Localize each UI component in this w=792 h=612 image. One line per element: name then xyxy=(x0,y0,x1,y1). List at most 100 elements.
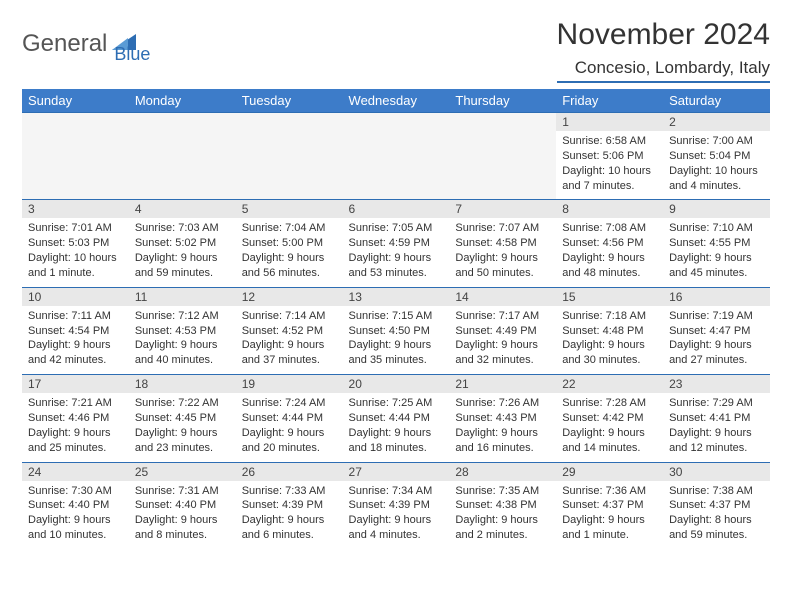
day-number-cell: 9 xyxy=(663,200,770,219)
day-data-cell: Sunrise: 7:01 AMSunset: 5:03 PMDaylight:… xyxy=(22,218,129,287)
sunset-line: Sunset: 4:54 PM xyxy=(28,324,123,339)
day-data-row: Sunrise: 6:58 AMSunset: 5:06 PMDaylight:… xyxy=(22,131,770,200)
sunrise-line: Sunrise: 7:36 AM xyxy=(562,484,657,499)
weekday-header: Friday xyxy=(556,89,663,113)
sunset-line: Sunset: 4:39 PM xyxy=(349,498,444,513)
sunset-line: Sunset: 4:39 PM xyxy=(242,498,337,513)
sunrise-line: Sunrise: 7:19 AM xyxy=(669,309,764,324)
day-number-row: 3456789 xyxy=(22,200,770,219)
daylight-line: Daylight: 9 hours and 25 minutes. xyxy=(28,426,123,456)
day-number-cell: 21 xyxy=(449,375,556,394)
day-data-cell: Sunrise: 7:34 AMSunset: 4:39 PMDaylight:… xyxy=(343,481,450,549)
day-number-cell: 2 xyxy=(663,113,770,132)
daylight-line: Daylight: 10 hours and 7 minutes. xyxy=(562,164,657,194)
daylight-line: Daylight: 9 hours and 40 minutes. xyxy=(135,338,230,368)
sunset-line: Sunset: 5:06 PM xyxy=(562,149,657,164)
day-number-cell: 27 xyxy=(343,462,450,481)
day-number-cell: 22 xyxy=(556,375,663,394)
sunset-line: Sunset: 5:03 PM xyxy=(28,236,123,251)
sunset-line: Sunset: 4:47 PM xyxy=(669,324,764,339)
day-number-cell: 17 xyxy=(22,375,129,394)
day-number-cell: 7 xyxy=(449,200,556,219)
sunset-line: Sunset: 4:48 PM xyxy=(562,324,657,339)
sunrise-line: Sunrise: 7:22 AM xyxy=(135,396,230,411)
sunset-line: Sunset: 4:52 PM xyxy=(242,324,337,339)
day-number-cell: 30 xyxy=(663,462,770,481)
day-number-cell: 3 xyxy=(22,200,129,219)
day-number-cell: 16 xyxy=(663,287,770,306)
sunset-line: Sunset: 4:55 PM xyxy=(669,236,764,251)
daylight-line: Daylight: 9 hours and 14 minutes. xyxy=(562,426,657,456)
daylight-line: Daylight: 9 hours and 53 minutes. xyxy=(349,251,444,281)
day-data-cell: Sunrise: 7:22 AMSunset: 4:45 PMDaylight:… xyxy=(129,393,236,462)
day-data-cell: Sunrise: 7:14 AMSunset: 4:52 PMDaylight:… xyxy=(236,306,343,375)
day-data-cell: Sunrise: 7:12 AMSunset: 4:53 PMDaylight:… xyxy=(129,306,236,375)
day-data-cell: Sunrise: 7:08 AMSunset: 4:56 PMDaylight:… xyxy=(556,218,663,287)
day-number-cell: 24 xyxy=(22,462,129,481)
sunrise-line: Sunrise: 7:28 AM xyxy=(562,396,657,411)
day-data-cell: Sunrise: 7:21 AMSunset: 4:46 PMDaylight:… xyxy=(22,393,129,462)
day-number-cell: 8 xyxy=(556,200,663,219)
day-number-cell: 18 xyxy=(129,375,236,394)
daylight-line: Daylight: 9 hours and 10 minutes. xyxy=(28,513,123,543)
day-number-row: 10111213141516 xyxy=(22,287,770,306)
sunrise-line: Sunrise: 7:00 AM xyxy=(669,134,764,149)
day-number-cell: 26 xyxy=(236,462,343,481)
day-data-cell xyxy=(22,131,129,200)
sunrise-line: Sunrise: 7:05 AM xyxy=(349,221,444,236)
day-number-cell: 29 xyxy=(556,462,663,481)
sunset-line: Sunset: 5:02 PM xyxy=(135,236,230,251)
sunrise-line: Sunrise: 7:08 AM xyxy=(562,221,657,236)
day-data-cell: Sunrise: 7:38 AMSunset: 4:37 PMDaylight:… xyxy=(663,481,770,549)
day-data-cell: Sunrise: 7:00 AMSunset: 5:04 PMDaylight:… xyxy=(663,131,770,200)
day-number-cell: 10 xyxy=(22,287,129,306)
header: General Blue November 2024 Concesio, Lom… xyxy=(22,18,770,83)
day-data-cell: Sunrise: 6:58 AMSunset: 5:06 PMDaylight:… xyxy=(556,131,663,200)
day-number-cell: 28 xyxy=(449,462,556,481)
calendar-table: SundayMondayTuesdayWednesdayThursdayFrid… xyxy=(22,89,770,549)
daylight-line: Daylight: 9 hours and 27 minutes. xyxy=(669,338,764,368)
day-data-cell: Sunrise: 7:11 AMSunset: 4:54 PMDaylight:… xyxy=(22,306,129,375)
day-number-cell: 5 xyxy=(236,200,343,219)
day-number-cell: 4 xyxy=(129,200,236,219)
day-number-cell xyxy=(22,113,129,132)
sunrise-line: Sunrise: 7:30 AM xyxy=(28,484,123,499)
day-number-cell: 15 xyxy=(556,287,663,306)
day-data-cell: Sunrise: 7:30 AMSunset: 4:40 PMDaylight:… xyxy=(22,481,129,549)
sunrise-line: Sunrise: 7:34 AM xyxy=(349,484,444,499)
sunrise-line: Sunrise: 7:11 AM xyxy=(28,309,123,324)
calendar-body: 12Sunrise: 6:58 AMSunset: 5:06 PMDayligh… xyxy=(22,113,770,549)
sunset-line: Sunset: 4:56 PM xyxy=(562,236,657,251)
sunset-line: Sunset: 4:37 PM xyxy=(669,498,764,513)
day-number-cell: 23 xyxy=(663,375,770,394)
weekday-header: Thursday xyxy=(449,89,556,113)
sunrise-line: Sunrise: 7:29 AM xyxy=(669,396,764,411)
daylight-line: Daylight: 9 hours and 50 minutes. xyxy=(455,251,550,281)
title-block: November 2024 Concesio, Lombardy, Italy xyxy=(557,18,770,83)
weekday-header-row: SundayMondayTuesdayWednesdayThursdayFrid… xyxy=(22,89,770,113)
day-data-cell: Sunrise: 7:19 AMSunset: 4:47 PMDaylight:… xyxy=(663,306,770,375)
weekday-header: Monday xyxy=(129,89,236,113)
sunset-line: Sunset: 4:40 PM xyxy=(135,498,230,513)
day-number-cell: 20 xyxy=(343,375,450,394)
day-number-cell: 13 xyxy=(343,287,450,306)
daylight-line: Daylight: 9 hours and 59 minutes. xyxy=(135,251,230,281)
daylight-line: Daylight: 9 hours and 42 minutes. xyxy=(28,338,123,368)
sunrise-line: Sunrise: 7:03 AM xyxy=(135,221,230,236)
sunset-line: Sunset: 4:58 PM xyxy=(455,236,550,251)
sunset-line: Sunset: 4:37 PM xyxy=(562,498,657,513)
daylight-line: Daylight: 9 hours and 32 minutes. xyxy=(455,338,550,368)
sunset-line: Sunset: 4:44 PM xyxy=(349,411,444,426)
daylight-line: Daylight: 9 hours and 12 minutes. xyxy=(669,426,764,456)
sunrise-line: Sunrise: 7:17 AM xyxy=(455,309,550,324)
day-data-cell: Sunrise: 7:05 AMSunset: 4:59 PMDaylight:… xyxy=(343,218,450,287)
day-data-cell xyxy=(129,131,236,200)
sunrise-line: Sunrise: 7:33 AM xyxy=(242,484,337,499)
day-data-row: Sunrise: 7:21 AMSunset: 4:46 PMDaylight:… xyxy=(22,393,770,462)
sunset-line: Sunset: 4:41 PM xyxy=(669,411,764,426)
sunrise-line: Sunrise: 7:01 AM xyxy=(28,221,123,236)
day-number-cell xyxy=(129,113,236,132)
sunrise-line: Sunrise: 7:18 AM xyxy=(562,309,657,324)
sunrise-line: Sunrise: 7:38 AM xyxy=(669,484,764,499)
day-number-cell xyxy=(236,113,343,132)
